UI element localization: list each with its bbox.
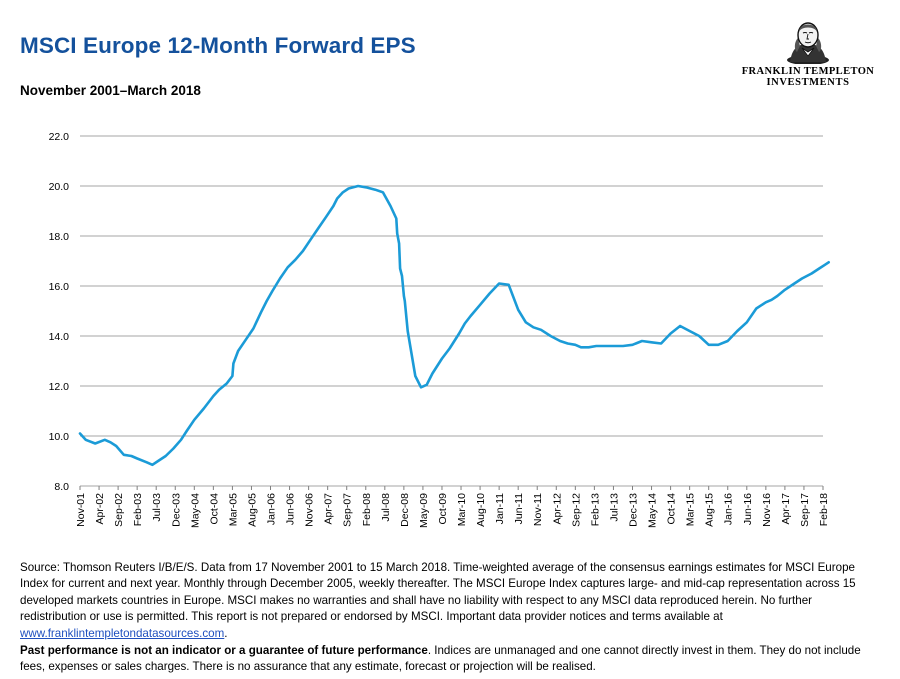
- x-tick-label: Aug-05: [246, 493, 258, 527]
- x-tick-label: May-14: [647, 493, 659, 528]
- x-tick-label: Aug-15: [704, 493, 716, 527]
- x-tick-label: Feb-08: [361, 493, 373, 526]
- x-tick-label: Oct-04: [208, 493, 220, 525]
- x-tick-label: Dec-03: [170, 493, 182, 527]
- x-tick-label: Feb-18: [818, 493, 830, 526]
- x-tick-label: Oct-09: [437, 493, 449, 525]
- x-tick-label: Jul-13: [608, 493, 620, 522]
- y-tick-label: 20.0: [49, 181, 70, 193]
- performance-disclaimer: Past performance is not an indicator or …: [20, 643, 880, 676]
- series-layer: [78, 184, 831, 467]
- eps-series-line: [78, 184, 831, 467]
- x-tick-label: Nov-01: [75, 493, 87, 527]
- x-tick-label: Mar-10: [456, 493, 468, 526]
- x-tick-label: Mar-05: [227, 493, 239, 526]
- y-tick-label: 14.0: [49, 331, 70, 343]
- disclaimer-text: . Indices are unmanaged and one cannot d…: [20, 644, 861, 674]
- eps-line-chart: 8.0 10.0 12.0 14.0 16.0 18.0 20.0 22.0 Nov-01 Ap…: [49, 131, 831, 528]
- y-tick-label: 8.0: [54, 481, 69, 493]
- franklin-templeton-logo: FRANKLIN TEMPLETON INVESTMENTS: [738, 18, 878, 90]
- x-tick-label: May-04: [189, 493, 201, 528]
- logo-wordmark-line2: INVESTMENTS: [766, 77, 850, 88]
- x-tick-label: Dec-13: [627, 493, 639, 527]
- x-tick-label: Jan-06: [266, 493, 278, 525]
- x-tick-label: Sep-07: [342, 493, 354, 527]
- x-tick-label: Nov-06: [304, 493, 316, 527]
- y-tick-label: 16.0: [49, 281, 70, 293]
- grid-lines: [80, 135, 823, 487]
- x-tick-label: Jun-16: [742, 493, 754, 525]
- y-tick-label: 18.0: [49, 231, 70, 243]
- source-period: .: [224, 626, 228, 640]
- chart-subtitle: November 2001–March 2018: [20, 83, 201, 98]
- chart-title: MSCI Europe 12-Month Forward EPS: [20, 33, 416, 58]
- x-tick-label: Jul-08: [380, 493, 392, 522]
- x-tick-label: Feb-13: [589, 493, 601, 526]
- x-tick-label: Sep-02: [113, 493, 125, 527]
- x-tick-label: Mar-15: [685, 493, 697, 526]
- x-tick-label: Oct-14: [666, 493, 678, 525]
- y-tick-label: 10.0: [49, 431, 70, 443]
- x-tick-label: Dec-08: [399, 493, 411, 527]
- y-tick-label: 22.0: [49, 131, 70, 143]
- x-axis-tick-labels: Nov-01 Apr-02 Sep-02 Feb-03 Jul-03 Dec-03 May-…: [75, 486, 830, 528]
- x-tick-label: Nov-11: [532, 493, 544, 526]
- x-tick-label: May-09: [418, 493, 430, 528]
- x-tick-label: Jul-03: [151, 493, 163, 522]
- x-tick-label: Apr-17: [780, 493, 792, 525]
- x-tick-label: Sep-12: [570, 493, 582, 527]
- x-tick-label: Aug-10: [475, 493, 487, 527]
- data-sources-link[interactable]: www.franklintempletondatasources.com: [20, 626, 225, 640]
- x-tick-label: Nov-16: [761, 493, 773, 527]
- x-tick-label: Apr-02: [94, 493, 106, 525]
- source-note: Source: Thomson Reuters I/B/E/S. Data fr…: [20, 560, 880, 642]
- x-tick-label: Feb-03: [132, 493, 144, 526]
- y-axis-tick-labels: 8.0 10.0 12.0 14.0 16.0 18.0 20.0 22.0: [49, 131, 70, 493]
- disclaimer-bold-text: Past performance is not an indicator or …: [20, 644, 428, 657]
- benjamin-franklin-portrait-icon: [787, 22, 829, 64]
- x-tick-label: Apr-12: [551, 493, 563, 525]
- x-tick-label: Jan-11: [494, 493, 506, 524]
- x-tick-label: Jun-06: [285, 493, 297, 525]
- x-tick-label: Sep-17: [799, 493, 811, 527]
- x-tick-label: Apr-07: [323, 493, 335, 525]
- y-tick-label: 12.0: [49, 381, 70, 393]
- x-tick-label: Jun-11: [513, 493, 525, 524]
- source-text: Source: Thomson Reuters I/B/E/S. Data fr…: [20, 561, 856, 624]
- x-tick-label: Jan-16: [723, 493, 735, 525]
- logo-wordmark-line1: FRANKLIN TEMPLETON: [741, 66, 875, 77]
